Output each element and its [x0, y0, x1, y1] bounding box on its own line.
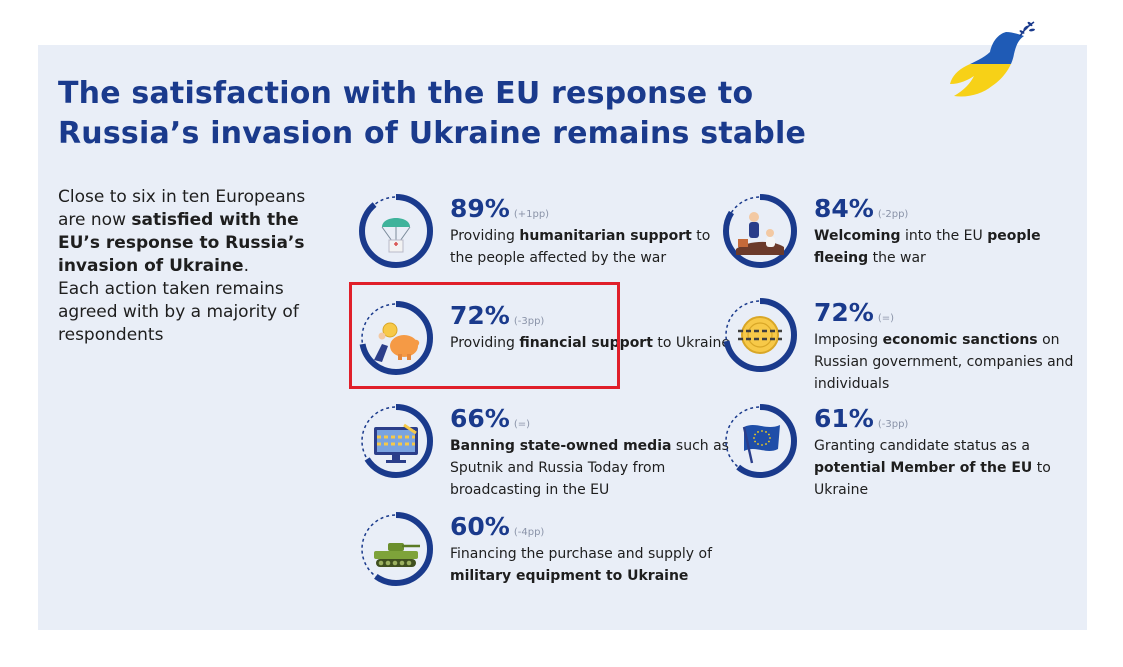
eu-flag-icon: [742, 425, 780, 464]
title-line-1: The satisfaction with the EU response to: [58, 76, 754, 111]
donut-arc: [723, 194, 797, 268]
stat-change: (=): [877, 313, 895, 324]
donut-arc: [359, 301, 433, 375]
stat-value-line: 72% (-3pp): [450, 300, 730, 332]
stat-description-part: Financing the purchase and supply of: [450, 546, 713, 562]
intro-paragraph-1: Close to six in ten Europeans are now sa…: [58, 186, 328, 278]
stat-text: 61% (-3pp) Granting candidate status as a …: [814, 403, 1094, 501]
stat-description-bold: economic sanctions: [882, 332, 1038, 348]
stat-description-part: to Ukraine: [652, 335, 730, 351]
stat-change: (-2pp): [877, 209, 909, 220]
stat-description-part: Providing: [450, 228, 520, 244]
refugees-icon: [736, 212, 784, 255]
highlight-box: [349, 282, 620, 389]
stat-percent: 66%: [450, 404, 510, 433]
stat-change: (-3pp): [877, 419, 909, 430]
stat-percent: 72%: [814, 298, 874, 327]
stat-text: 84% (-2pp) Welcoming into the EU people fl…: [814, 193, 1094, 269]
ukraine-dove-icon: [950, 21, 1035, 97]
stat-description-bold: humanitarian support: [519, 228, 692, 244]
donut-svg: [359, 194, 433, 268]
stat-value-line: 89% (+1pp): [450, 193, 730, 225]
stat-value-line: 84% (-2pp): [814, 193, 1094, 225]
stat-change: (-3pp): [513, 316, 545, 327]
intro-lead: Close to six in ten Europeans are now: [58, 187, 306, 230]
stat-description-part: into the EU: [900, 228, 988, 244]
donut-arc: [723, 298, 797, 372]
donut-arc: [359, 194, 433, 268]
infographic-panel: [38, 45, 1087, 630]
stat-description-bold: people fleeing: [814, 228, 1041, 266]
donut-svg: [359, 512, 433, 586]
sanctioned-coin-icon: [738, 316, 782, 354]
stat-description: Imposing economic sanctions on Russian g…: [814, 329, 1094, 395]
stat-description-part: on Russian government, companies and ind…: [814, 332, 1074, 392]
stat-value-line: 72% (=): [814, 297, 1094, 329]
intro-paragraph-2: Each action taken remains agreed with by…: [58, 279, 299, 345]
piggy-bank-coin-icon: [374, 322, 420, 362]
donut-svg: [723, 194, 797, 268]
donut-ring: [358, 193, 434, 269]
donut-ring: [722, 403, 798, 479]
stat-description-part: Providing: [450, 335, 520, 351]
donut-ring: [722, 297, 798, 373]
stat-percent: 84%: [814, 194, 874, 223]
stat-description-part: to Ukraine: [814, 460, 1051, 498]
stat-value-line: 60% (-4pp): [450, 511, 730, 543]
donut-svg: [723, 404, 797, 478]
stat-percent: 60%: [450, 512, 510, 541]
stat-description-part: such as Sputnik and Russia Today from br…: [450, 438, 729, 498]
page-title: The satisfaction with the EU response to…: [58, 74, 918, 154]
intro-period: .: [243, 256, 249, 276]
intro-bold: satisfied with the EU’s response to Russ…: [58, 210, 305, 276]
stat-description-part: to the people affected by the war: [450, 228, 711, 266]
stat-text: 89% (+1pp) Providing humanitarian support …: [450, 193, 730, 269]
stat-value-line: 61% (-3pp): [814, 403, 1094, 435]
stat-text: 66% (=) Banning state-owned media such as …: [450, 403, 730, 501]
donut-arc: [723, 404, 797, 478]
stat-percent: 72%: [450, 301, 510, 330]
stat-description: Welcoming into the EU people fleeing the…: [814, 225, 1094, 269]
donut-ring: [358, 300, 434, 376]
stat-percent: 61%: [814, 404, 874, 433]
donut-svg: [359, 404, 433, 478]
stat-description-bold: Welcoming: [814, 228, 901, 244]
monitor-banned-icon: [374, 423, 418, 463]
donut-ring: [358, 511, 434, 587]
stat-description-bold: Banning state-owned media: [450, 438, 672, 454]
stat-description-bold: military equipment to Ukraine: [450, 568, 689, 584]
stat-description: Financing the purchase and supply of mil…: [450, 543, 730, 587]
donut-ring: [722, 193, 798, 269]
stat-change: (+1pp): [513, 209, 550, 220]
stat-value-line: 66% (=): [450, 403, 730, 435]
donut-ring: [358, 403, 434, 479]
stat-description: Banning state-owned media such as Sputni…: [450, 435, 730, 501]
title-line-2: Russia’s invasion of Ukraine remains sta…: [58, 116, 807, 151]
donut-svg: [359, 301, 433, 375]
donut-arc: [359, 512, 433, 586]
stat-percent: 89%: [450, 194, 510, 223]
donut-arc: [359, 404, 433, 478]
stat-description: Granting candidate status as a potential…: [814, 435, 1094, 501]
stat-change: (=): [513, 419, 531, 430]
stat-text: 60% (-4pp) Financing the purchase and supp…: [450, 511, 730, 587]
tank-icon: [374, 543, 420, 567]
stat-change: (-4pp): [513, 527, 545, 538]
intro-text: Close to six in ten Europeans are now sa…: [58, 186, 328, 347]
parachute-aid-box-icon: [381, 218, 411, 253]
stat-description-part: Imposing: [814, 332, 883, 348]
stat-description-part: the war: [868, 250, 926, 266]
donut-svg: [723, 298, 797, 372]
stat-text: 72% (=) Imposing economic sanctions on Rus…: [814, 297, 1094, 395]
stat-description-bold: potential Member of the EU: [814, 460, 1033, 476]
stat-description: Providing humanitarian support to the pe…: [450, 225, 730, 269]
stat-description-part: Granting candidate status as a: [814, 438, 1030, 454]
